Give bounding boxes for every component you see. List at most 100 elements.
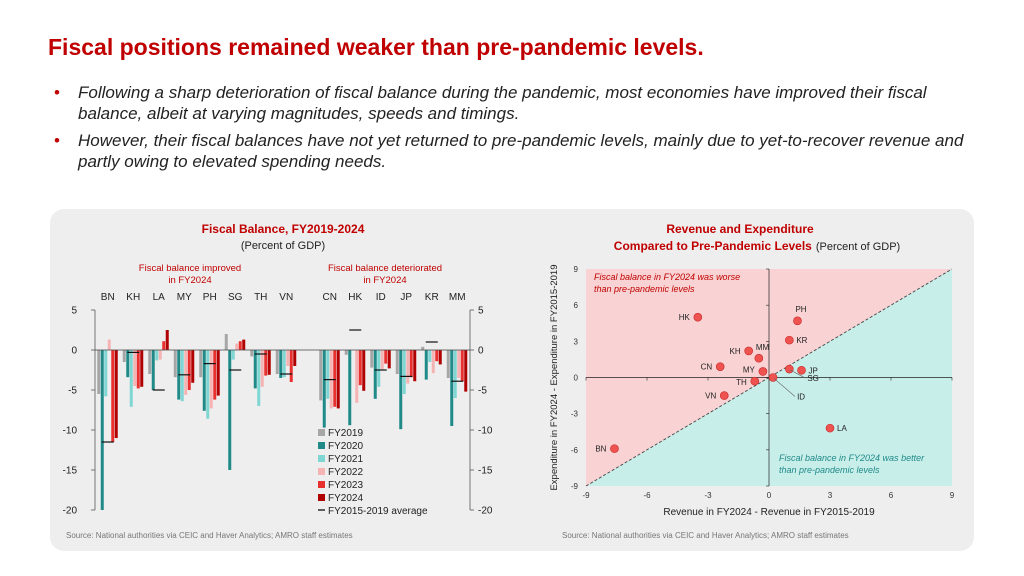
bullet-list: • Following a sharp deterioration of fisc… — [54, 82, 984, 178]
y-tick-label: -5 — [68, 386, 77, 397]
y-tick-label: 0 — [71, 346, 77, 357]
category-label: MY — [177, 292, 192, 303]
y-tick-label: 0 — [478, 346, 484, 357]
group-label-deteriorated-1: Fiscal balance deteriorated — [328, 263, 442, 274]
legend-swatch — [318, 429, 325, 436]
bar-fy2021 — [206, 350, 210, 419]
bar-fy2021 — [104, 350, 108, 397]
point-label: BN — [595, 445, 606, 454]
point-label: PH — [795, 305, 806, 314]
bullet-item: • However, their fiscal balances have not… — [54, 130, 984, 172]
bar-fy2021 — [257, 350, 261, 406]
group-label-improved-1: Fiscal balance improved — [139, 263, 241, 274]
bar-fy2023 — [213, 350, 217, 400]
bar-fy2019 — [199, 350, 203, 378]
y-tick-label: -20 — [478, 506, 493, 517]
bar-fy2020 — [424, 350, 428, 380]
bar-fy2020 — [322, 350, 326, 428]
bar-fy2022 — [380, 350, 384, 370]
right-chart-subtitle: (Percent of GDP) — [816, 241, 900, 253]
bar-fy2022 — [184, 350, 188, 395]
bar-fy2022 — [286, 350, 290, 366]
point-label: MY — [743, 365, 756, 374]
bullet-item: • Following a sharp deterioration of fisc… — [54, 82, 984, 124]
scatter-plot-area: -9 -6 -3 0 3 6 9 9 6 3 0 -3 -6 -9 Revenue in FY2024 - … — [549, 264, 955, 518]
category-label: PH — [203, 292, 217, 303]
legend-label: FY2019 — [328, 428, 363, 439]
bar-fy2022 — [431, 350, 435, 374]
bar-fy2023 — [460, 350, 464, 382]
bar-fy2023 — [136, 350, 140, 389]
left-chart-subtitle: (Percent of GDP) — [241, 240, 325, 252]
legend-label: FY2020 — [328, 441, 363, 452]
bar-fy2020 — [450, 350, 454, 426]
x-tick-label: -3 — [704, 491, 712, 500]
x-tick-label: 9 — [950, 491, 955, 500]
category-label: ID — [376, 292, 386, 303]
y-tick-label: 9 — [574, 265, 579, 274]
point-label: KH — [730, 347, 741, 356]
bar-fy2023 — [111, 350, 115, 442]
x-axis-label: Revenue in FY2024 - Revenue in FY2015-20… — [663, 507, 875, 518]
leader-line — [790, 369, 806, 379]
y-tick-label: -10 — [478, 426, 493, 437]
legend-label: FY2021 — [328, 454, 363, 465]
right-chart-title-1: Revenue and Expenditure — [666, 222, 814, 236]
bar-fy2021 — [377, 350, 381, 387]
point-label: VN — [705, 392, 716, 401]
bar-fy2022 — [355, 350, 359, 403]
bar-fy2019 — [122, 350, 126, 362]
bar-fy2023 — [187, 350, 191, 390]
bar-fy2022 — [235, 343, 239, 350]
right-source-note: Source: National authorities via CEIC an… — [562, 531, 849, 540]
point-bn — [610, 444, 619, 453]
category-label: MM — [449, 292, 466, 303]
bar-fy2022 — [209, 350, 213, 409]
bar-fy2022 — [457, 350, 461, 378]
point-mm — [754, 353, 764, 363]
y-tick-label: 0 — [574, 374, 579, 383]
bar-fy2021 — [180, 350, 184, 402]
legend-swatch — [318, 481, 325, 488]
category-label: SG — [228, 292, 243, 303]
point-jp — [797, 365, 806, 375]
point-label: JP — [809, 366, 818, 375]
category-label: LA — [153, 292, 166, 303]
point-ph — [793, 316, 802, 326]
bar-fy2024 — [242, 339, 246, 350]
y-tick-label: -10 — [63, 426, 78, 437]
bar-fy2020 — [100, 350, 104, 510]
point-label: CN — [701, 363, 713, 372]
legend-swatch — [318, 455, 325, 462]
point-sg — [785, 364, 794, 374]
point-cn — [715, 362, 725, 371]
annotation-better-1: Fiscal balance in FY2024 was better — [779, 453, 925, 463]
bar-fy2022 — [133, 350, 137, 386]
bar-fy2022 — [107, 339, 111, 350]
bar-fy2019 — [421, 346, 425, 350]
y-tick-label: -6 — [571, 446, 579, 455]
bar-fy2019 — [224, 334, 228, 350]
legend-label: FY2015-2019 average — [328, 506, 428, 517]
bullet-marker: • — [54, 131, 60, 150]
point-hk — [693, 312, 703, 322]
bar-fy2024 — [362, 350, 366, 391]
bar-fy2021 — [402, 350, 406, 394]
point-label: MM — [756, 343, 770, 352]
group-label-deteriorated-2: in FY2024 — [363, 275, 406, 286]
x-tick-label: -9 — [582, 491, 590, 500]
category-label: JP — [400, 292, 412, 303]
y-tick-label: 5 — [71, 306, 77, 317]
left-source-note: Source: National authorities via CEIC an… — [66, 531, 353, 540]
bar-fy2019 — [370, 350, 374, 368]
bar-fy2023 — [238, 341, 242, 350]
category-label: TH — [254, 292, 267, 303]
bar-fy2022 — [158, 350, 162, 360]
y-tick-label: -9 — [571, 482, 579, 491]
bar-fy2020 — [373, 350, 377, 399]
bar-fy2021 — [129, 350, 133, 407]
bar-fy2021 — [326, 350, 330, 399]
bar-fy2021 — [453, 350, 457, 398]
y-tick-label: 5 — [478, 306, 484, 317]
